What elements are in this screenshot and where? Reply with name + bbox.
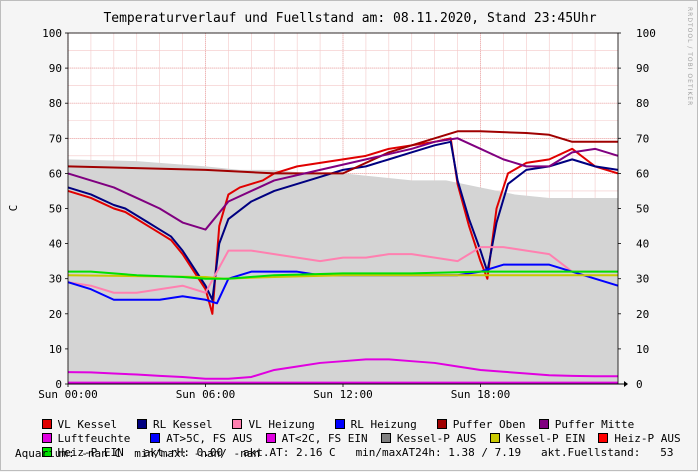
x-tick-label: Sun 06:00 xyxy=(176,388,236,401)
legend-item-heiz-p-ein: Heiz-P EIN xyxy=(41,446,124,459)
legend-item-at-gt-5c: AT>5C, FS AUS xyxy=(150,432,252,445)
legend-row-1: VL Kessel RL Kessel VL Heizung RL Heizun… xyxy=(15,405,634,444)
legend-item-rl-kessel: RL Kessel xyxy=(136,418,213,431)
legend-item-vl-heizung: VL Heizung xyxy=(232,418,315,431)
series-line-puffer-mitte xyxy=(67,137,619,231)
status-fuellstand: akt.Fuellstand: 53 xyxy=(541,446,674,459)
series-layer xyxy=(67,130,619,384)
y-tick-label-right: 20 xyxy=(636,308,649,321)
legend-item-kessel-p-ein: Kessel-P EIN xyxy=(489,432,585,445)
y-tick-label-right: 90 xyxy=(636,62,649,75)
y-tick-label: 20 xyxy=(49,308,62,321)
series-line-at-2c-fs-ein xyxy=(67,358,618,380)
x-tick-label: Sun 00:00 xyxy=(38,388,98,401)
y-tick-label: 10 xyxy=(49,343,62,356)
y-axis-label: C xyxy=(7,205,20,212)
y-tick-label-right: 60 xyxy=(636,167,649,180)
legend-row-2: Luftfeuchte AT>5C, FS AUS AT<2C, FS EIN … xyxy=(15,419,681,458)
y-tick-label-right: 0 xyxy=(636,378,643,391)
y-tick-label: 40 xyxy=(49,238,62,251)
axes: 0 0 10 10 20 20 30 30 40 40 50 50 60 60 70 70 80 80 90 90 10… xyxy=(38,27,656,401)
legend-item-puffer-oben: Puffer Oben xyxy=(436,418,526,431)
status-aquarium: Aquarium: -nan C min/max: -nan/ -nan xyxy=(15,447,261,460)
status-rh: akt.rH: 0.00 xyxy=(143,446,224,459)
series-line-vl-kessel xyxy=(67,137,619,315)
legend-row-3: Heiz-P EIN akt.rH: 0.00 akt.AT: 2.16 C m… xyxy=(15,433,673,472)
series-line-vl-heizung xyxy=(67,246,618,294)
series-line-heiz-p-ein xyxy=(68,270,618,280)
legend-item-rl-heizung: RL Heizung xyxy=(334,418,417,431)
x-axis-arrow xyxy=(624,381,628,387)
x-tick-label: Sun 18:00 xyxy=(451,388,511,401)
watermark: RRDTOOL / TOBI OETIKER xyxy=(686,7,693,106)
legend-item-luftfeuchte: Luftfeuchte xyxy=(41,432,130,445)
y-tick-label: 100 xyxy=(42,27,62,40)
y-tick-label: 80 xyxy=(49,97,62,110)
y-tick-label-right: 50 xyxy=(636,203,649,216)
status-minmax: min/maxAT24h: 1.38 / 7.19 xyxy=(355,446,522,459)
y-tick-label: 60 xyxy=(49,167,62,180)
series-line-puffer-oben xyxy=(67,130,618,175)
y-tick-label-right: 100 xyxy=(636,27,656,40)
chart-title: Temperaturverlauf und Fuellstand am: 08.… xyxy=(103,11,596,26)
x-tick-label: Sun 12:00 xyxy=(313,388,373,401)
y-tick-label: 70 xyxy=(49,132,62,145)
y-tick-label-right: 80 xyxy=(636,97,649,110)
y-tick-label-right: 30 xyxy=(636,273,649,286)
y-tick-label: 50 xyxy=(49,203,62,216)
legend-item-kessel-p-aus: Kessel-P AUS xyxy=(380,432,476,445)
series-line-kessel-p-ein xyxy=(67,274,618,280)
temperature-chart: Temperaturverlauf und Fuellstand am: 08.… xyxy=(7,7,693,401)
legend-swatch xyxy=(41,419,52,429)
y-tick-label: 30 xyxy=(49,273,62,286)
legend-item-heiz-p-aus: Heiz-P AUS xyxy=(598,432,681,445)
y-tick-label-right: 40 xyxy=(636,238,649,251)
legend-item-at-lt-2c: AT<2C, FS EIN xyxy=(265,432,368,445)
y-tick-label-right: 70 xyxy=(636,132,649,145)
y-tick-label: 90 xyxy=(49,62,62,75)
series-area-fuellstand xyxy=(68,159,618,384)
y-tick-label-right: 10 xyxy=(636,343,649,356)
legend-item-vl-kessel: VL Kessel xyxy=(41,418,117,431)
series-line-rl-kessel xyxy=(67,140,619,301)
legend-item-puffer-mitte: Puffer Mitte xyxy=(538,418,634,431)
status-at: akt.AT: 2.16 C xyxy=(242,446,336,459)
y-tick-label: 0 xyxy=(55,378,62,391)
